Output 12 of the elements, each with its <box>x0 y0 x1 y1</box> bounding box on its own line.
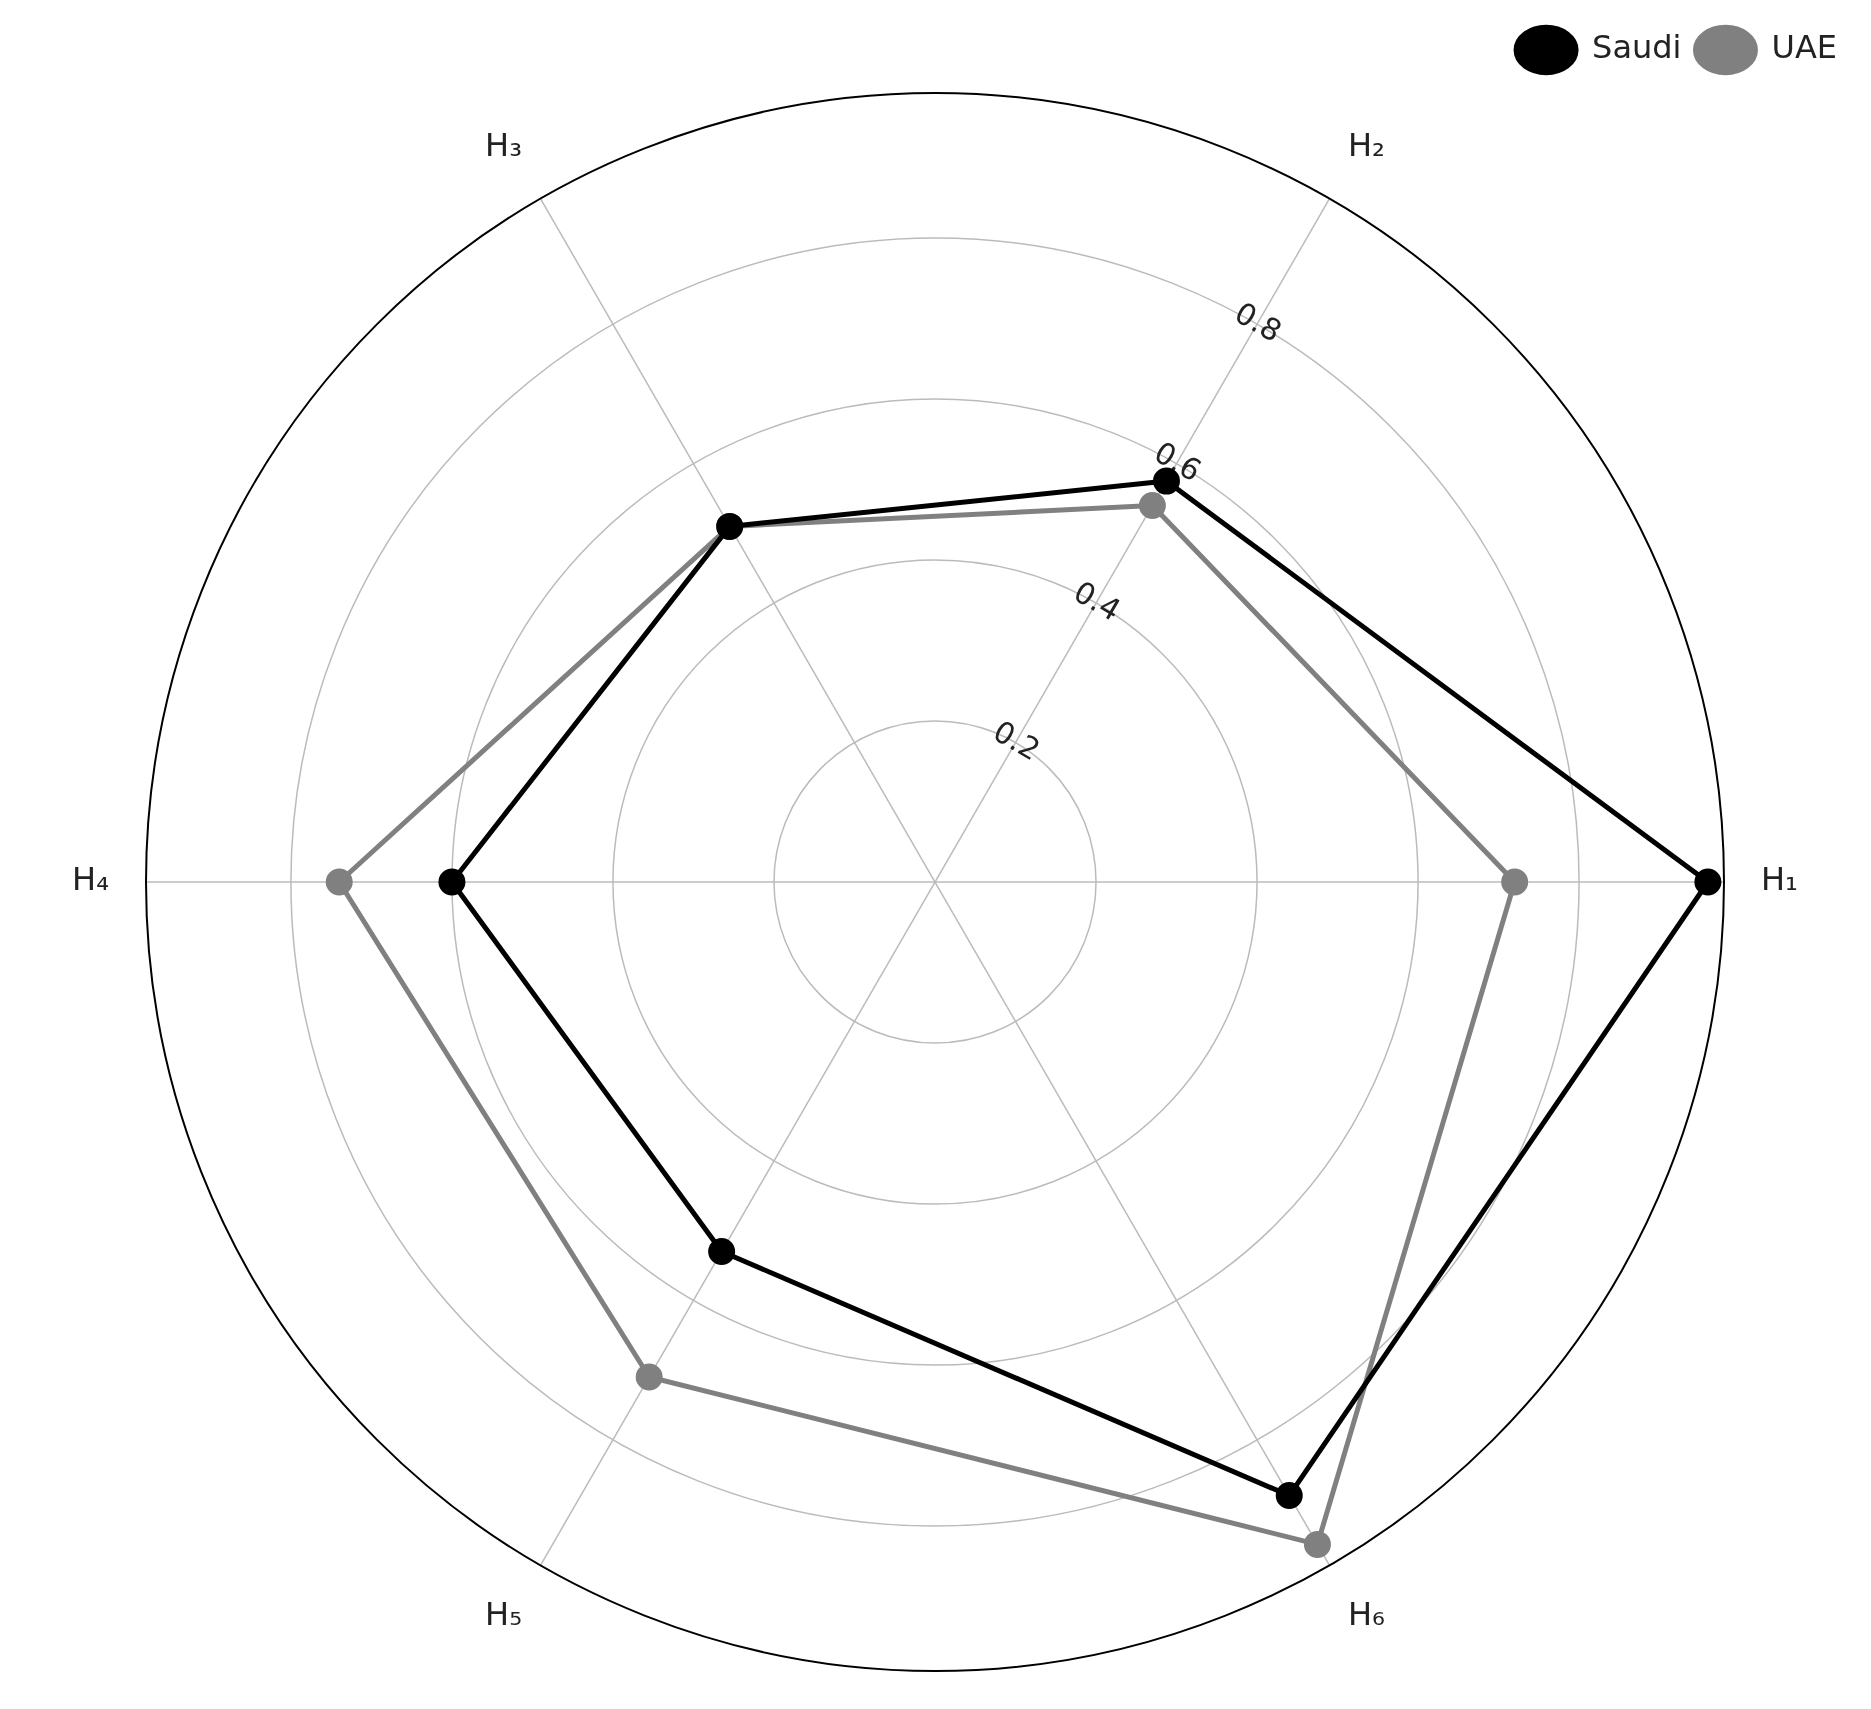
spoke-label: H₆ <box>1348 1594 1385 1633</box>
spoke-label: H₁ <box>1761 860 1798 899</box>
spoke-label: H₄ <box>72 860 109 899</box>
y-tick-label: 0.4 <box>1067 573 1127 628</box>
spoke-label: H₃ <box>485 125 522 164</box>
spoke-label: H₅ <box>485 1594 522 1633</box>
legend-label: Saudi <box>1592 28 1682 67</box>
legend-label: UAE <box>1771 28 1837 67</box>
y-tick-label: 0.2 <box>987 713 1047 768</box>
spoke-label: H₂ <box>1348 125 1385 164</box>
y-tick-label: 0.8 <box>1228 294 1288 349</box>
y-tick-label: 0.6 <box>1148 434 1208 489</box>
